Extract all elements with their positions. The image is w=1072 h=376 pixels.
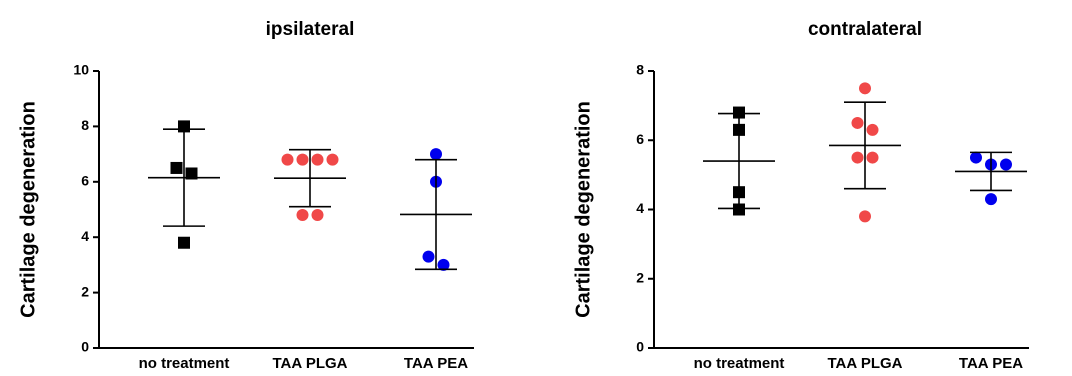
data-point — [859, 82, 871, 95]
chart-title: contralateral — [808, 19, 922, 40]
y-tick-label: 2 — [636, 269, 644, 285]
data-point — [296, 153, 309, 166]
y-tick-label: 0 — [636, 339, 644, 355]
x-tick-label: no treatment — [694, 355, 785, 372]
x-tick-label: no treatment — [139, 355, 230, 372]
data-point — [185, 167, 198, 180]
data-point — [311, 209, 324, 222]
data-point — [1000, 158, 1012, 171]
y-tick-label: 8 — [81, 117, 89, 133]
data-point — [430, 148, 442, 161]
data-point — [985, 193, 997, 206]
data-point — [178, 236, 190, 249]
data-point — [281, 153, 294, 166]
data-point — [733, 203, 745, 216]
data-point — [296, 209, 309, 222]
data-point — [170, 161, 183, 174]
y-tick-label: 10 — [73, 62, 89, 78]
data-point — [970, 151, 982, 164]
y-axis-label: Cartilage degeneration — [572, 101, 594, 318]
y-tick-label: 6 — [81, 173, 89, 189]
x-tick-label: TAA PEA — [404, 355, 468, 372]
data-point — [422, 250, 435, 263]
data-point — [311, 153, 324, 166]
data-point — [866, 151, 879, 164]
x-tick-label: TAA PEA — [959, 355, 1023, 372]
data-point — [437, 258, 450, 271]
data-point — [851, 151, 864, 164]
y-tick-label: 4 — [636, 200, 644, 216]
data-point — [178, 120, 190, 133]
y-tick-label: 0 — [81, 339, 89, 355]
chart-title: ipsilateral — [266, 19, 355, 40]
data-point — [859, 210, 871, 223]
data-point — [326, 153, 339, 166]
data-point — [851, 116, 864, 129]
data-point — [733, 106, 745, 119]
y-tick-label: 6 — [636, 131, 644, 147]
data-point — [866, 123, 879, 136]
x-tick-label: TAA PLGA — [273, 355, 348, 372]
x-tick-label: TAA PLGA — [828, 355, 903, 372]
y-tick-label: 8 — [636, 62, 644, 78]
y-tick-label: 4 — [81, 228, 89, 244]
y-axis-label: Cartilage degeneration — [17, 101, 39, 318]
y-tick-label: 2 — [81, 283, 89, 299]
